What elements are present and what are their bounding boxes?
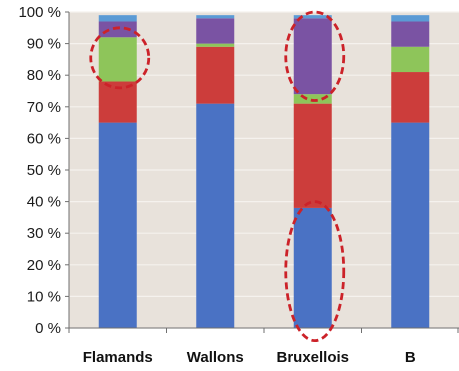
y-tick-label: 30 % [27,225,61,242]
y-tick-label: 50 % [27,162,61,179]
highlight-ellipse [284,200,346,343]
bar-segment [196,103,235,328]
bar-segment [98,37,137,82]
y-axis-tick-labels: 0 % 10 % 20 % 30 % 40 % 50 % 60 % 70 % 80 % 90 % 1… [18,4,69,337]
highlight-ellipse [284,10,346,102]
y-tick-label: 0 % [35,320,61,337]
bar-segment [196,43,235,47]
y-tick-label: 70 % [27,99,61,116]
y-tick-label: 10 % [27,288,61,305]
bar-segment [98,122,137,328]
bars [98,15,430,328]
highlight-ellipse [89,26,151,90]
bar-segment [391,21,430,47]
bar-segment [196,46,235,104]
y-tick-label: 80 % [27,67,61,84]
y-tick-label: 90 % [27,36,61,53]
x-category-label: B [405,349,416,366]
bar-segment [293,18,332,95]
bar-segment [98,21,137,38]
x-category-label: Flamands [83,349,153,366]
bar-segment [293,103,332,208]
bar-segment [391,15,430,22]
bar-segment [196,15,235,19]
bar-segment [391,122,430,328]
y-tick-label: 60 % [27,130,61,147]
bar-segment [196,18,235,44]
bar-segment [293,207,332,328]
x-category-label: Wallons [187,349,244,366]
bar-segment [98,15,137,22]
highlight-ellipses [89,10,346,343]
bar-segment [293,15,332,19]
bar-segment [391,72,430,123]
x-category-label: Bruxellois [276,349,349,366]
bar-segment [391,46,430,73]
y-tick-label: 100 % [18,4,61,21]
bar-segment [293,94,332,104]
x-axis-category-labels: Flamands Wallons Bruxellois B [68,328,459,366]
y-tick-label: 20 % [27,257,61,274]
y-tick-label: 40 % [27,194,61,211]
